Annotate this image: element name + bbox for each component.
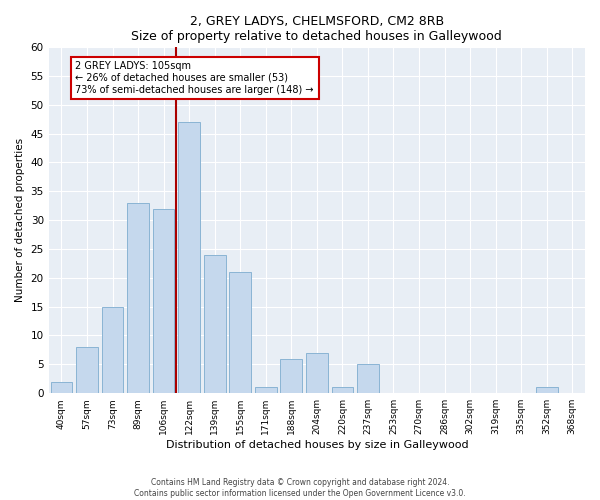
Bar [332,388,353,393]
Title: 2, GREY LADYS, CHELMSFORD, CM2 8RB
Size of property relative to detached houses : 2, GREY LADYS, CHELMSFORD, CM2 8RB Size … [131,15,502,43]
X-axis label: Distribution of detached houses by size in Galleywood: Distribution of detached houses by size … [166,440,468,450]
Bar [357,364,379,393]
Bar [153,208,175,393]
Bar [178,122,200,393]
Bar [229,272,251,393]
Text: Contains HM Land Registry data © Crown copyright and database right 2024.
Contai: Contains HM Land Registry data © Crown c… [134,478,466,498]
Text: 2 GREY LADYS: 105sqm
← 26% of detached houses are smaller (53)
73% of semi-detac: 2 GREY LADYS: 105sqm ← 26% of detached h… [76,62,314,94]
Bar [50,382,72,393]
Bar [536,388,557,393]
Bar [255,388,277,393]
Bar [101,306,124,393]
Bar [280,358,302,393]
Bar [306,353,328,393]
Bar [204,254,226,393]
Bar [127,203,149,393]
Bar [76,347,98,393]
Y-axis label: Number of detached properties: Number of detached properties [15,138,25,302]
